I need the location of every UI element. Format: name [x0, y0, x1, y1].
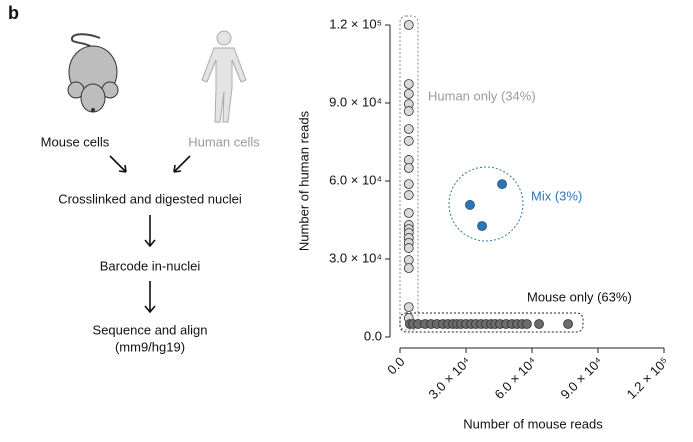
point	[403, 106, 414, 116]
y-tick-label: 3.0 × 10⁴	[329, 250, 382, 265]
x-axis-title: Number of mouse reads	[463, 416, 603, 431]
step-label: (mm9/hg19)	[115, 339, 185, 354]
x-tick-label: 3.0 × 10⁴	[426, 354, 474, 402]
point	[403, 190, 414, 200]
point	[477, 221, 487, 231]
x-tick-label: 9.0 × 10⁴	[558, 354, 606, 402]
panel-label: b	[8, 3, 19, 23]
y-tick-label: 1.2 × 10⁵	[329, 16, 382, 31]
mouse-icon	[67, 33, 119, 113]
human-icon	[201, 30, 247, 123]
point	[403, 20, 414, 30]
point	[403, 163, 414, 173]
point	[403, 79, 414, 89]
y-tick-label: 6.0 × 10⁴	[329, 172, 382, 187]
point	[403, 243, 414, 253]
arrow	[144, 281, 156, 314]
point	[563, 319, 573, 329]
y-tick-label: 0.0	[364, 328, 382, 343]
human-cells-label: Human cells	[188, 134, 260, 149]
step-label: Crosslinked and digested nuclei	[58, 191, 242, 206]
arrow	[109, 155, 127, 173]
mouse-cells-label: Mouse cells	[41, 134, 110, 149]
arrow	[144, 215, 156, 248]
x-tick-label: 6.0 × 10⁴	[492, 354, 540, 402]
point	[534, 319, 544, 329]
point	[403, 255, 414, 265]
point	[403, 155, 414, 165]
x-tick-label: 1.2 × 10⁵	[624, 354, 672, 402]
gate-box	[448, 166, 524, 242]
gate-box	[399, 312, 584, 333]
point	[497, 179, 507, 190]
gate-box	[399, 15, 419, 331]
point	[403, 302, 414, 313]
x-tick-label: 0.0	[384, 354, 407, 377]
series-label: Mix (3%)	[531, 188, 582, 203]
point	[403, 263, 414, 274]
series-label: Human only (34%)	[428, 88, 536, 103]
point	[403, 124, 414, 134]
series-label: Mouse only (63%)	[527, 289, 632, 304]
y-tick-label: 9.0 × 10⁴	[329, 94, 382, 109]
step-label: Barcode in-nuclei	[100, 258, 201, 273]
step-label: Sequence and align	[93, 322, 208, 337]
point	[522, 319, 532, 329]
arrow	[173, 155, 191, 173]
point	[403, 179, 414, 190]
point	[465, 200, 475, 210]
y-axis-title: Number of human reads	[296, 110, 311, 251]
point	[403, 136, 414, 146]
point	[403, 208, 414, 218]
point	[403, 89, 414, 99]
